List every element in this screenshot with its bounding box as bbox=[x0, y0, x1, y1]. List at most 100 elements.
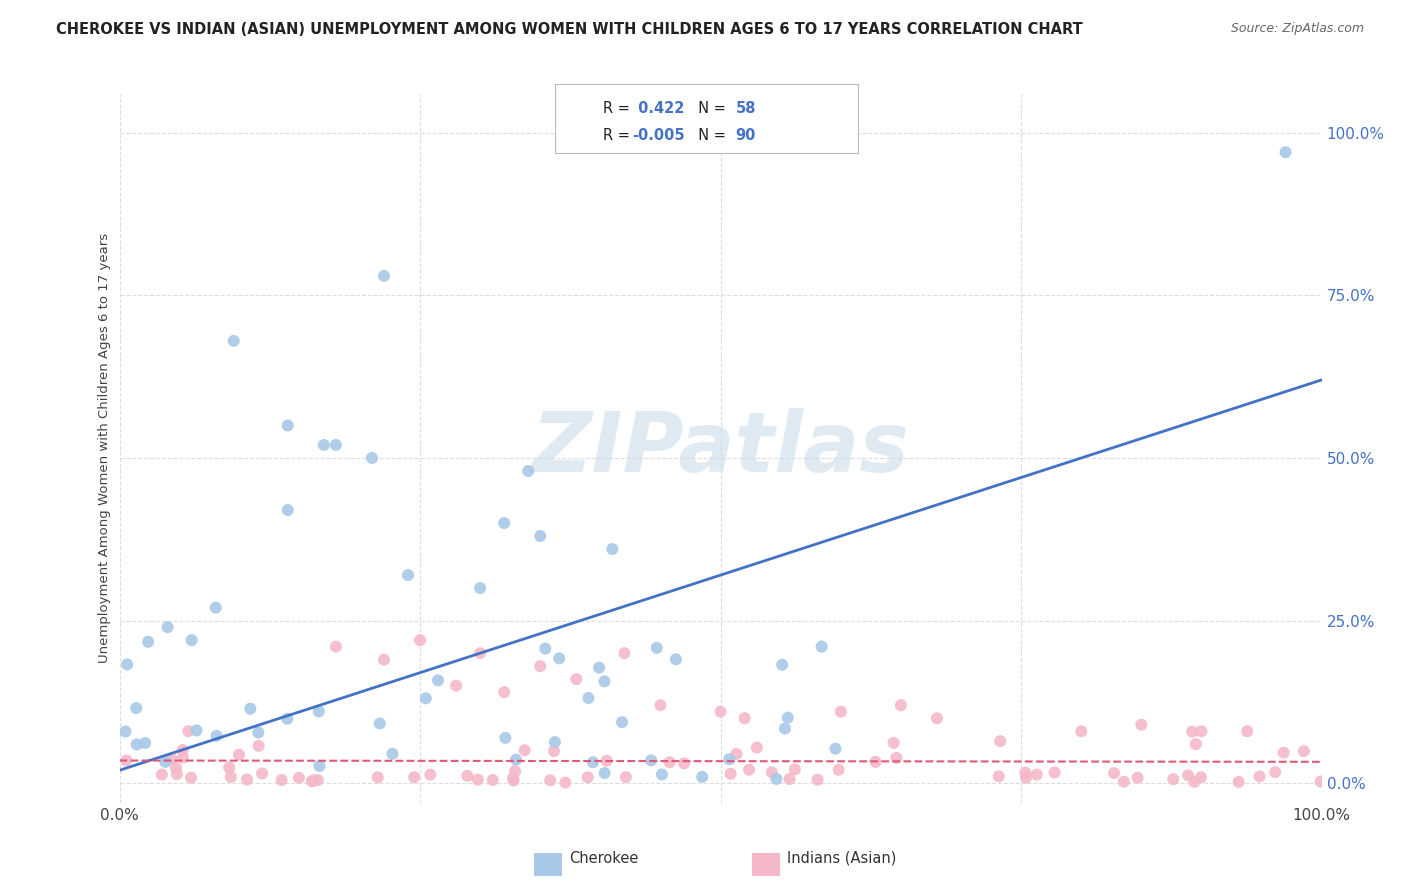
Point bbox=[307, 773, 329, 788]
Point bbox=[890, 698, 912, 713]
Point bbox=[582, 756, 605, 770]
Point bbox=[180, 633, 202, 648]
Point bbox=[1112, 774, 1135, 789]
Point bbox=[134, 736, 156, 750]
Point bbox=[1236, 724, 1258, 739]
Point bbox=[529, 659, 551, 673]
Text: Indians (Asian): Indians (Asian) bbox=[787, 851, 897, 865]
Point bbox=[745, 740, 768, 755]
Point bbox=[709, 705, 731, 719]
Point bbox=[250, 766, 273, 780]
Point bbox=[1309, 774, 1331, 789]
Point bbox=[277, 418, 299, 433]
Point bbox=[308, 759, 330, 773]
Text: 58: 58 bbox=[735, 101, 756, 116]
Point bbox=[218, 761, 240, 775]
Point bbox=[1177, 768, 1199, 782]
Point bbox=[165, 761, 187, 775]
Point bbox=[779, 772, 801, 786]
Point bbox=[155, 755, 177, 769]
Point bbox=[494, 516, 516, 530]
Point bbox=[765, 772, 787, 786]
Point bbox=[361, 450, 384, 465]
Point bbox=[640, 753, 662, 767]
Point bbox=[302, 773, 325, 788]
Point bbox=[186, 723, 208, 738]
Point bbox=[1274, 145, 1296, 160]
Text: 90: 90 bbox=[735, 128, 755, 144]
Point bbox=[725, 747, 748, 761]
Point bbox=[1181, 724, 1204, 739]
Point bbox=[396, 568, 419, 582]
Point bbox=[588, 660, 610, 674]
Point bbox=[610, 715, 633, 730]
Point bbox=[301, 774, 323, 789]
Text: ZIPatlas: ZIPatlas bbox=[531, 408, 910, 489]
Point bbox=[494, 685, 516, 699]
Point bbox=[247, 739, 270, 753]
Point bbox=[468, 581, 492, 595]
Point bbox=[925, 711, 948, 725]
Point bbox=[277, 503, 299, 517]
Point bbox=[770, 657, 793, 672]
Point bbox=[115, 753, 138, 767]
Point bbox=[180, 771, 202, 785]
Point bbox=[554, 775, 576, 789]
Point bbox=[988, 734, 1011, 748]
Point bbox=[219, 770, 242, 784]
Text: Cherokee: Cherokee bbox=[569, 851, 638, 865]
Point bbox=[565, 672, 588, 686]
Point bbox=[444, 679, 467, 693]
Point bbox=[236, 772, 259, 787]
Point bbox=[1015, 771, 1038, 785]
Point bbox=[544, 735, 567, 749]
Point bbox=[419, 767, 441, 781]
Point bbox=[538, 773, 561, 788]
Point bbox=[205, 729, 228, 743]
Point bbox=[270, 772, 292, 787]
Point bbox=[502, 773, 524, 788]
Point bbox=[115, 657, 138, 672]
Point bbox=[534, 641, 557, 656]
Point bbox=[160, 752, 183, 766]
Point bbox=[172, 750, 194, 764]
Point bbox=[690, 770, 713, 784]
Point bbox=[1227, 775, 1250, 789]
Point bbox=[1070, 724, 1092, 739]
Point bbox=[503, 764, 526, 779]
Point bbox=[1182, 774, 1205, 789]
Point bbox=[409, 633, 432, 648]
Point bbox=[1102, 766, 1125, 780]
Point bbox=[276, 712, 298, 726]
Text: R =: R = bbox=[603, 101, 634, 116]
Point bbox=[593, 766, 616, 780]
Point bbox=[467, 772, 489, 787]
Point bbox=[883, 736, 905, 750]
Point bbox=[651, 767, 673, 781]
Point bbox=[529, 529, 551, 543]
Text: Source: ZipAtlas.com: Source: ZipAtlas.com bbox=[1230, 22, 1364, 36]
Text: N =: N = bbox=[689, 128, 731, 144]
Point bbox=[761, 765, 783, 780]
Point bbox=[517, 464, 540, 478]
Point bbox=[613, 646, 636, 660]
Point bbox=[1272, 746, 1295, 760]
Point bbox=[543, 744, 565, 758]
Point bbox=[720, 766, 742, 780]
Point bbox=[228, 747, 250, 762]
Point bbox=[645, 640, 668, 655]
Point bbox=[325, 438, 347, 452]
Point bbox=[807, 772, 830, 787]
Point bbox=[166, 767, 188, 781]
Point bbox=[1292, 744, 1315, 758]
Text: CHEROKEE VS INDIAN (ASIAN) UNEMPLOYMENT AMONG WOMEN WITH CHILDREN AGES 6 TO 17 Y: CHEROKEE VS INDIAN (ASIAN) UNEMPLOYMENT … bbox=[56, 22, 1083, 37]
Y-axis label: Unemployment Among Women with Children Ages 6 to 17 years: Unemployment Among Women with Children A… bbox=[98, 233, 111, 664]
Text: -0.005: -0.005 bbox=[633, 128, 685, 144]
Point bbox=[368, 716, 391, 731]
Point bbox=[136, 634, 159, 648]
Point bbox=[513, 743, 536, 757]
Point bbox=[125, 701, 148, 715]
Point bbox=[468, 646, 492, 660]
Point bbox=[865, 755, 887, 769]
Point bbox=[156, 620, 179, 634]
